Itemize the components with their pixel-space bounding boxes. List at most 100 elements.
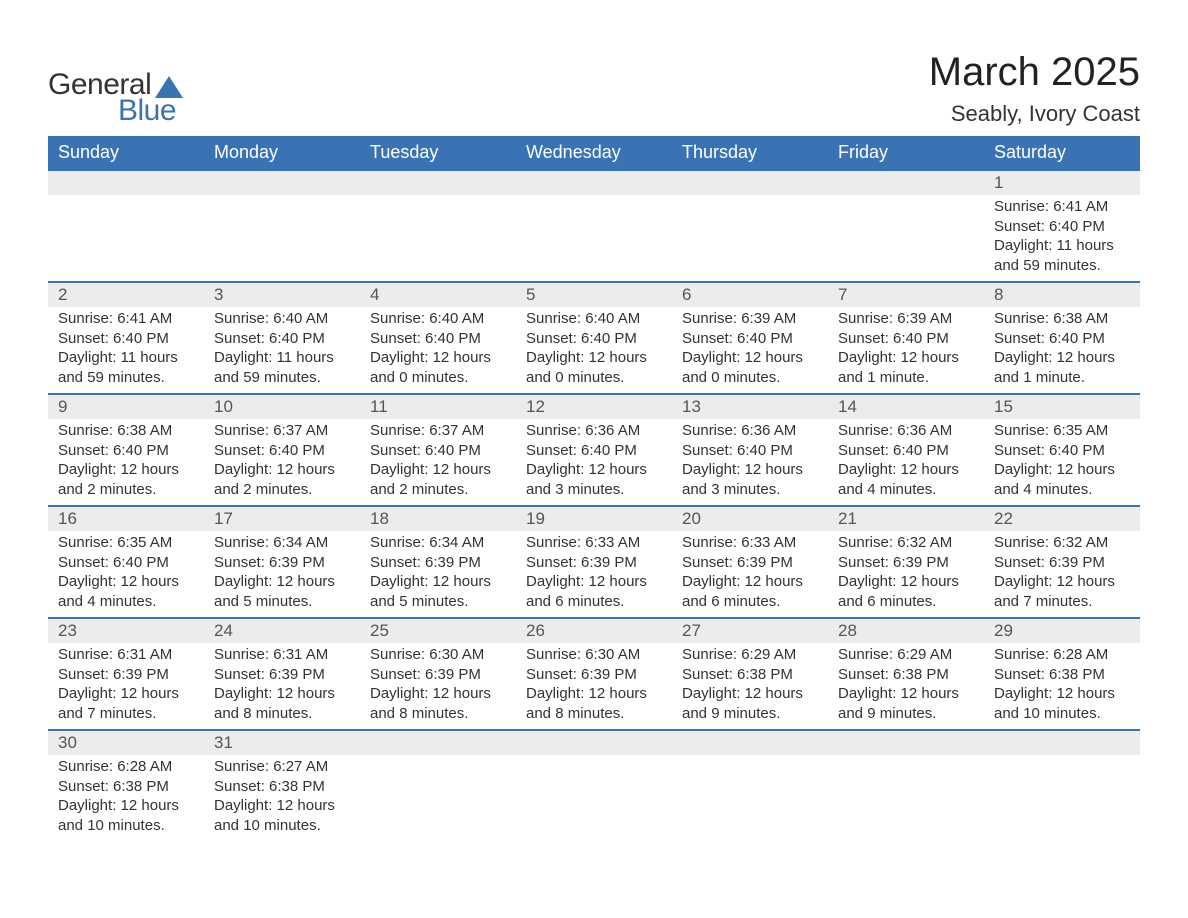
sunrise-text: Sunrise: 6:39 AM bbox=[838, 309, 974, 329]
daylight-text: Daylight: 12 hours and 10 minutes. bbox=[58, 796, 194, 835]
day-number-cell: 12 bbox=[516, 394, 672, 419]
sunrise-text: Sunrise: 6:28 AM bbox=[58, 757, 194, 777]
sunrise-text: Sunrise: 6:33 AM bbox=[526, 533, 662, 553]
daylight-text: Daylight: 12 hours and 3 minutes. bbox=[526, 460, 662, 499]
sunset-text: Sunset: 6:40 PM bbox=[58, 329, 194, 349]
sunrise-text: Sunrise: 6:37 AM bbox=[214, 421, 350, 441]
sunset-text: Sunset: 6:40 PM bbox=[994, 217, 1130, 237]
daylight-text: Daylight: 12 hours and 8 minutes. bbox=[526, 684, 662, 723]
day-detail-cell: Sunrise: 6:34 AMSunset: 6:39 PMDaylight:… bbox=[360, 531, 516, 618]
sunrise-text: Sunrise: 6:41 AM bbox=[58, 309, 194, 329]
daylight-text: Daylight: 12 hours and 3 minutes. bbox=[682, 460, 818, 499]
sunrise-text: Sunrise: 6:40 AM bbox=[370, 309, 506, 329]
day-number-cell: 31 bbox=[204, 730, 360, 755]
day-number-cell bbox=[984, 730, 1140, 755]
weekday-header-row: SundayMondayTuesdayWednesdayThursdayFrid… bbox=[48, 136, 1140, 170]
sunset-text: Sunset: 6:39 PM bbox=[214, 553, 350, 573]
day-number-cell: 4 bbox=[360, 282, 516, 307]
sunrise-text: Sunrise: 6:32 AM bbox=[994, 533, 1130, 553]
day-detail-cell: Sunrise: 6:27 AMSunset: 6:38 PMDaylight:… bbox=[204, 755, 360, 841]
daynum-row: 3031 bbox=[48, 730, 1140, 755]
daylight-text: Daylight: 12 hours and 2 minutes. bbox=[214, 460, 350, 499]
day-number-cell bbox=[672, 730, 828, 755]
daylight-text: Daylight: 12 hours and 7 minutes. bbox=[994, 572, 1130, 611]
day-detail-cell: Sunrise: 6:40 AMSunset: 6:40 PMDaylight:… bbox=[204, 307, 360, 394]
day-detail-cell: Sunrise: 6:40 AMSunset: 6:40 PMDaylight:… bbox=[360, 307, 516, 394]
sunset-text: Sunset: 6:39 PM bbox=[526, 665, 662, 685]
day-detail-cell: Sunrise: 6:30 AMSunset: 6:39 PMDaylight:… bbox=[516, 643, 672, 730]
day-number-cell: 19 bbox=[516, 506, 672, 531]
sunrise-text: Sunrise: 6:40 AM bbox=[214, 309, 350, 329]
day-number-cell bbox=[516, 170, 672, 195]
calendar-table: SundayMondayTuesdayWednesdayThursdayFrid… bbox=[48, 136, 1140, 841]
daylight-text: Daylight: 11 hours and 59 minutes. bbox=[994, 236, 1130, 275]
day-detail-cell: Sunrise: 6:37 AMSunset: 6:40 PMDaylight:… bbox=[204, 419, 360, 506]
day-detail-cell bbox=[984, 755, 1140, 841]
day-detail-cell: Sunrise: 6:29 AMSunset: 6:38 PMDaylight:… bbox=[672, 643, 828, 730]
day-number-cell: 18 bbox=[360, 506, 516, 531]
daynum-row: 2345678 bbox=[48, 282, 1140, 307]
sunset-text: Sunset: 6:38 PM bbox=[838, 665, 974, 685]
sunset-text: Sunset: 6:40 PM bbox=[58, 553, 194, 573]
day-number-cell: 1 bbox=[984, 170, 1140, 195]
weekday-header: Monday bbox=[204, 136, 360, 170]
sunrise-text: Sunrise: 6:35 AM bbox=[994, 421, 1130, 441]
header-row: General Blue March 2025 Seably, Ivory Co… bbox=[48, 50, 1140, 128]
sunrise-text: Sunrise: 6:32 AM bbox=[838, 533, 974, 553]
day-number-cell: 7 bbox=[828, 282, 984, 307]
detail-row: Sunrise: 6:35 AMSunset: 6:40 PMDaylight:… bbox=[48, 531, 1140, 618]
sunrise-text: Sunrise: 6:37 AM bbox=[370, 421, 506, 441]
sunrise-text: Sunrise: 6:30 AM bbox=[370, 645, 506, 665]
daylight-text: Daylight: 12 hours and 0 minutes. bbox=[682, 348, 818, 387]
day-number-cell: 10 bbox=[204, 394, 360, 419]
weekday-header: Friday bbox=[828, 136, 984, 170]
sunrise-text: Sunrise: 6:39 AM bbox=[682, 309, 818, 329]
sunset-text: Sunset: 6:40 PM bbox=[682, 441, 818, 461]
day-number-cell: 26 bbox=[516, 618, 672, 643]
detail-row: Sunrise: 6:41 AMSunset: 6:40 PMDaylight:… bbox=[48, 307, 1140, 394]
day-detail-cell: Sunrise: 6:38 AMSunset: 6:40 PMDaylight:… bbox=[984, 307, 1140, 394]
day-number-cell: 23 bbox=[48, 618, 204, 643]
day-number-cell bbox=[828, 170, 984, 195]
sunrise-text: Sunrise: 6:34 AM bbox=[370, 533, 506, 553]
day-number-cell: 9 bbox=[48, 394, 204, 419]
sunrise-text: Sunrise: 6:28 AM bbox=[994, 645, 1130, 665]
day-detail-cell bbox=[672, 755, 828, 841]
sunset-text: Sunset: 6:39 PM bbox=[214, 665, 350, 685]
day-detail-cell: Sunrise: 6:41 AMSunset: 6:40 PMDaylight:… bbox=[984, 195, 1140, 282]
sunset-text: Sunset: 6:40 PM bbox=[370, 441, 506, 461]
day-detail-cell: Sunrise: 6:38 AMSunset: 6:40 PMDaylight:… bbox=[48, 419, 204, 506]
sunrise-text: Sunrise: 6:31 AM bbox=[58, 645, 194, 665]
sunset-text: Sunset: 6:40 PM bbox=[214, 329, 350, 349]
sunrise-text: Sunrise: 6:31 AM bbox=[214, 645, 350, 665]
day-number-cell: 11 bbox=[360, 394, 516, 419]
day-detail-cell bbox=[516, 755, 672, 841]
daylight-text: Daylight: 12 hours and 2 minutes. bbox=[370, 460, 506, 499]
day-number-cell: 24 bbox=[204, 618, 360, 643]
detail-row: Sunrise: 6:38 AMSunset: 6:40 PMDaylight:… bbox=[48, 419, 1140, 506]
daylight-text: Daylight: 12 hours and 0 minutes. bbox=[526, 348, 662, 387]
logo: General Blue bbox=[48, 50, 183, 128]
day-number-cell: 22 bbox=[984, 506, 1140, 531]
weekday-header: Tuesday bbox=[360, 136, 516, 170]
day-number-cell: 13 bbox=[672, 394, 828, 419]
sunset-text: Sunset: 6:38 PM bbox=[994, 665, 1130, 685]
day-detail-cell: Sunrise: 6:29 AMSunset: 6:38 PMDaylight:… bbox=[828, 643, 984, 730]
daylight-text: Daylight: 12 hours and 4 minutes. bbox=[994, 460, 1130, 499]
day-detail-cell: Sunrise: 6:41 AMSunset: 6:40 PMDaylight:… bbox=[48, 307, 204, 394]
day-detail-cell bbox=[516, 195, 672, 282]
day-number-cell: 29 bbox=[984, 618, 1140, 643]
sunset-text: Sunset: 6:39 PM bbox=[526, 553, 662, 573]
daylight-text: Daylight: 12 hours and 4 minutes. bbox=[58, 572, 194, 611]
day-detail-cell: Sunrise: 6:36 AMSunset: 6:40 PMDaylight:… bbox=[672, 419, 828, 506]
sunset-text: Sunset: 6:40 PM bbox=[214, 441, 350, 461]
daylight-text: Daylight: 12 hours and 1 minute. bbox=[994, 348, 1130, 387]
day-detail-cell: Sunrise: 6:35 AMSunset: 6:40 PMDaylight:… bbox=[48, 531, 204, 618]
day-number-cell: 27 bbox=[672, 618, 828, 643]
sunset-text: Sunset: 6:39 PM bbox=[994, 553, 1130, 573]
sunrise-text: Sunrise: 6:34 AM bbox=[214, 533, 350, 553]
day-number-cell: 21 bbox=[828, 506, 984, 531]
day-detail-cell: Sunrise: 6:31 AMSunset: 6:39 PMDaylight:… bbox=[204, 643, 360, 730]
day-detail-cell bbox=[360, 195, 516, 282]
sunset-text: Sunset: 6:40 PM bbox=[994, 441, 1130, 461]
